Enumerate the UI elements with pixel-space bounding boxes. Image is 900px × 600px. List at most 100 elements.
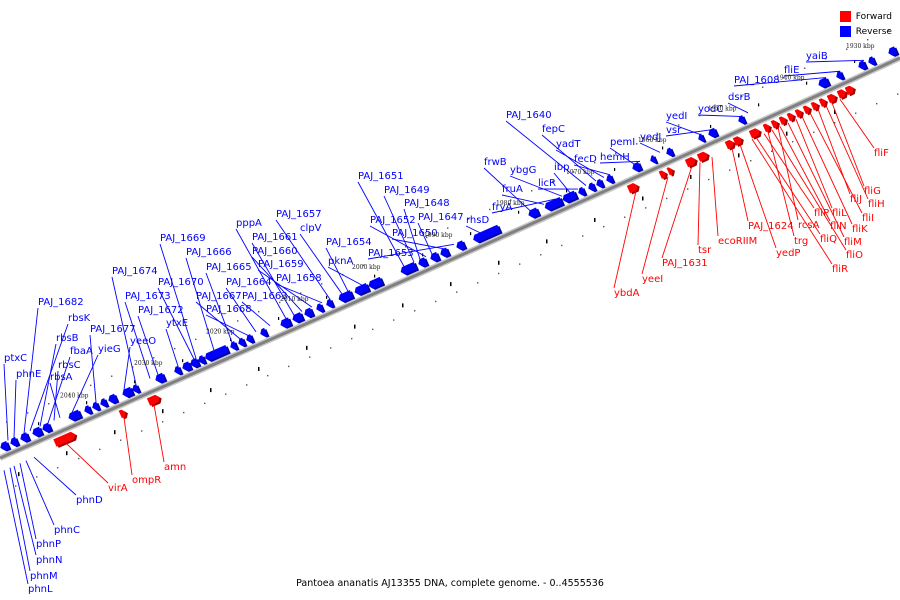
leader-line — [783, 70, 841, 77]
gene-arrow — [132, 384, 140, 393]
gene-arrow — [544, 196, 563, 211]
gene-label-forward_labels_bottom-1: ompR — [132, 475, 161, 486]
gene-arrow — [626, 183, 638, 194]
gene-label-reverse_labels_bottom-5: phnL — [28, 584, 53, 595]
leader-line — [795, 118, 833, 209]
leader-line — [771, 129, 847, 251]
legend-item-reverse: Reverse — [839, 24, 892, 39]
reverse-gene — [544, 196, 566, 212]
kbp-tick-label: 1970 kbp — [566, 169, 595, 176]
reverse-gene — [316, 303, 326, 313]
gene-arrow — [826, 93, 836, 104]
gene-arrow — [786, 112, 794, 122]
gene-arrow — [802, 105, 810, 115]
guide-dot — [183, 411, 185, 414]
gene-arrow — [338, 290, 354, 302]
gene-label-reverse_labels-46: PAJ_1640 — [506, 110, 552, 121]
leader-line — [483, 167, 531, 211]
forward-gene — [118, 409, 128, 420]
gene-label-reverse_labels-37: PAJ_1650 — [392, 228, 438, 239]
gene-label-reverse_labels-51: hemH — [600, 152, 630, 163]
leader-line — [275, 283, 323, 304]
forward-gene — [732, 136, 744, 147]
kbp-tick-label: 1930 kbp — [846, 43, 875, 50]
kbp-tick-label: 2000 kbp — [352, 264, 381, 271]
genome-caption: Pantoea ananatis AJ13355 DNA, complete g… — [296, 578, 604, 589]
reverse-gene — [10, 437, 21, 448]
leader-line — [541, 134, 597, 182]
gene-label-reverse_labels_bottom-0: phnD — [76, 495, 103, 506]
guide-dot — [141, 430, 143, 432]
forward-gene — [53, 431, 78, 448]
reverse-gene — [368, 276, 386, 290]
guide-dot — [78, 457, 80, 460]
guide-dot — [300, 292, 302, 294]
gene-arrow — [122, 386, 134, 397]
position-mark — [690, 174, 692, 179]
leader-line — [697, 114, 741, 117]
gene-arrow — [836, 89, 846, 99]
legend-label-reverse: Reverse — [855, 26, 892, 37]
leader-line — [3, 363, 9, 441]
gene-arrow — [182, 361, 192, 371]
leader-line — [205, 314, 249, 336]
leader-line — [205, 272, 233, 343]
legend-label-forward: Forward — [855, 11, 892, 22]
reverse-gene — [430, 251, 442, 263]
guide-dot — [321, 283, 323, 285]
guide-dot — [435, 300, 437, 303]
position-mark — [566, 189, 568, 193]
guide-dot — [57, 467, 59, 469]
gene-label-forward_labels_top-13: rcsA — [798, 220, 820, 231]
gene-label-reverse_labels-43: ybgG — [510, 165, 536, 176]
gene-arrow — [596, 178, 604, 188]
gene-label-reverse_labels-33: PAJ_1649 — [384, 185, 430, 196]
gene-arrow — [844, 85, 854, 96]
guide-dot — [216, 329, 218, 331]
leader-line — [465, 225, 481, 234]
position-mark — [806, 81, 808, 85]
reverse-gene — [84, 405, 94, 415]
leader-line — [573, 164, 611, 176]
guide-dot — [510, 199, 512, 201]
gene-arrow — [708, 127, 718, 138]
leader-line — [491, 198, 557, 214]
leader-line — [641, 176, 669, 275]
leader-line — [739, 144, 777, 249]
gene-label-reverse_labels-21: PAJ_1664 — [226, 277, 272, 288]
gene-arrow — [198, 355, 206, 364]
reverse-gene — [92, 401, 102, 412]
gene-label-reverse_labels-48: yadT — [556, 139, 581, 150]
guide-dot — [846, 48, 848, 50]
guide-dot — [657, 133, 659, 136]
gene-arrow — [238, 337, 246, 347]
guide-dot — [498, 272, 500, 275]
reverse-gene — [738, 115, 748, 125]
gene-label-reverse_labels-38: PAJ_1653 — [368, 248, 414, 259]
kbp-tick-label: 2020 kbp — [206, 328, 235, 335]
gene-arrow — [108, 393, 118, 404]
kbp-tick-label: 2010 kbp — [280, 296, 309, 303]
guide-dot — [456, 291, 458, 293]
position-mark — [854, 59, 856, 63]
leader-line — [505, 120, 587, 186]
legend-swatch-reverse — [839, 26, 851, 37]
gene-label-reverse_labels-5: fbaA — [70, 346, 93, 357]
gene-label-reverse_labels-11: PAJ_1674 — [112, 266, 158, 277]
leader-line — [767, 131, 795, 237]
kbp-tick-label: 2030 kbp — [134, 360, 163, 367]
gene-label-reverse_labels-14: ytxE — [166, 318, 188, 329]
reverse-gene — [836, 70, 846, 81]
gene-arrow — [400, 261, 417, 275]
guide-dot — [876, 102, 878, 105]
reverse-gene — [198, 355, 208, 365]
gene-label-reverse_labels-16: PAJ_1669 — [160, 233, 206, 244]
leader-line — [225, 287, 257, 333]
guide-dot — [699, 114, 701, 117]
gene-label-forward_labels_top-20: yeeI — [642, 274, 663, 285]
guide-dot — [393, 319, 395, 321]
gene-label-forward_labels_top-11: fliQ — [820, 234, 837, 245]
genome-backbone — [0, 55, 900, 461]
reverse-gene — [698, 133, 707, 143]
